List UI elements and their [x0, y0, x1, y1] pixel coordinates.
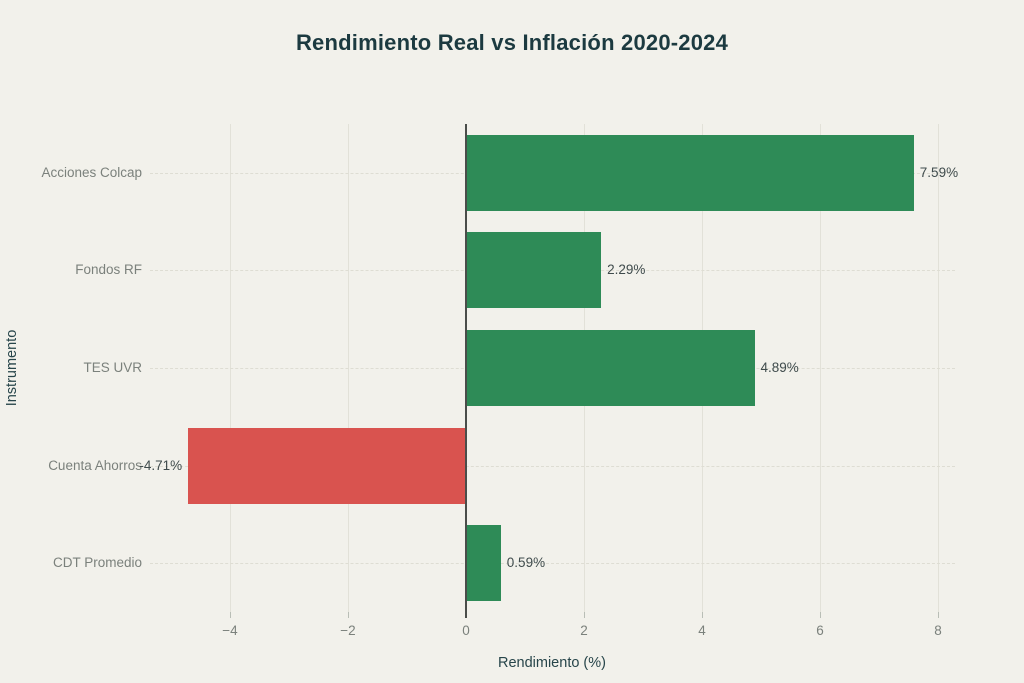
x-tick: [348, 612, 349, 618]
x-tick-label: −2: [340, 623, 356, 638]
category-label-fondos-rf: Fondos RF: [75, 262, 142, 278]
category-label-cdt-promedio: CDT Promedio: [52, 555, 142, 571]
bar-value-label: 4.89%: [760, 360, 799, 375]
bar-cuenta-ahorros[interactable]: [188, 427, 466, 504]
x-tick-label: 2: [580, 623, 588, 638]
bar-tes-uvr[interactable]: [466, 330, 755, 406]
bar-cdt-promedio[interactable]: [466, 525, 501, 602]
bar-value-label: 2.29%: [607, 262, 646, 278]
category-label-tes-uvr: TES UVR: [83, 360, 142, 375]
bar-value-label: 7.59%: [919, 164, 959, 180]
gridline-y: [150, 563, 955, 565]
x-tick-label: 6: [816, 623, 824, 638]
bar-acciones-colcap[interactable]: [466, 134, 914, 211]
x-tick: [820, 612, 821, 618]
bar-value-label: 0.59%: [506, 555, 546, 571]
category-label-cuenta-ahorros: Cuenta Ahorros: [48, 457, 142, 473]
x-tick-label: 0: [462, 623, 470, 638]
bar-value-label: -4.71%: [139, 457, 183, 473]
x-tick-label: 4: [698, 623, 706, 638]
x-tick-label: −4: [222, 623, 238, 638]
x-tick: [938, 612, 939, 618]
x-tick-label: 8: [934, 623, 942, 638]
bar-fondos-rf[interactable]: [466, 232, 602, 309]
x-tick: [230, 612, 231, 618]
zero-line: [465, 124, 467, 618]
gridline-y: [150, 465, 955, 467]
chart-title: Rendimiento Real vs Inflación 2020-2024: [295, 30, 729, 55]
category-label-acciones-colcap: Acciones Colcap: [41, 164, 142, 180]
x-tick: [584, 612, 585, 618]
x-axis-title: Rendimiento (%): [498, 655, 606, 671]
x-tick: [702, 612, 703, 618]
